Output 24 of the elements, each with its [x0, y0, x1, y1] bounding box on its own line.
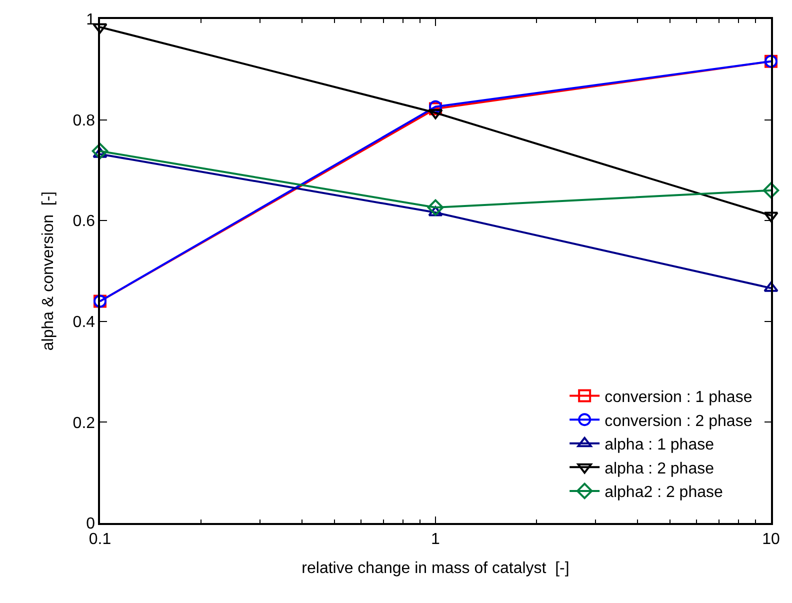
x-axis-title: relative change in mass of catalyst [-] — [302, 560, 570, 578]
y-tick-label: 0.4 — [72, 314, 96, 331]
y-tick-label: 0.6 — [72, 213, 96, 230]
point — [428, 206, 443, 216]
x-tick-label: 10 — [762, 530, 780, 548]
y-tick-label: 0.8 — [72, 112, 96, 130]
point — [92, 23, 108, 34]
point — [762, 182, 780, 199]
y-axis-title: alpha & conversion [-] — [40, 191, 58, 351]
legend-label: conversion : 1 phase — [604, 389, 752, 406]
point — [92, 148, 108, 158]
point — [764, 282, 778, 292]
point — [92, 142, 108, 160]
x-tick-label: 1 — [431, 530, 440, 548]
legend-label: alpha : 2 phase — [604, 460, 714, 478]
legend-label: alpha : 1 phase — [604, 436, 714, 454]
point — [428, 108, 443, 120]
y-tick-label: 0 — [86, 516, 96, 533]
legend-label: alpha2 : 2 phase — [604, 484, 723, 502]
x-tick-label: 0.1 — [88, 530, 112, 548]
legend-label: conversion : 2 phase — [604, 412, 752, 430]
point — [427, 199, 444, 216]
y-tick-label: 1 — [86, 12, 96, 29]
y-tick-label: 0.2 — [72, 414, 96, 432]
